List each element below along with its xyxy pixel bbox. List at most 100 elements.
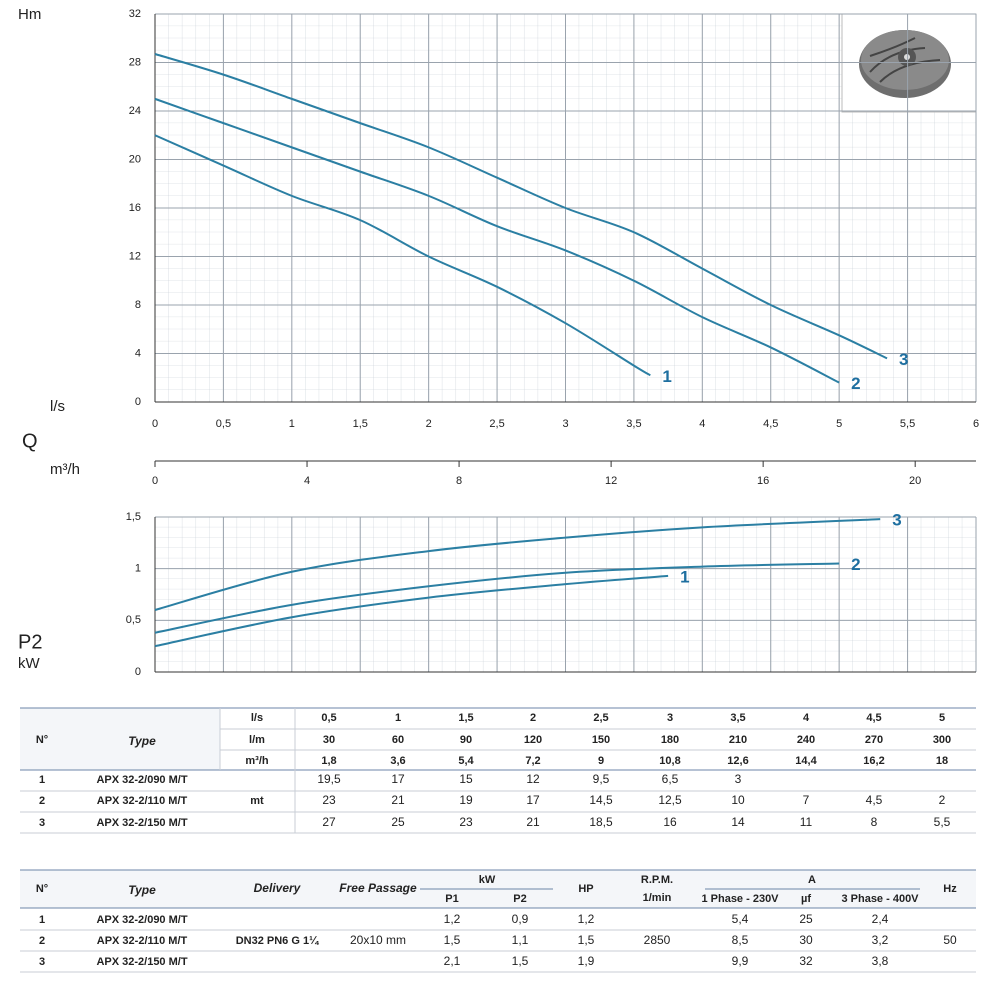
flow-header: 210 bbox=[729, 734, 747, 746]
cell: 21 bbox=[391, 793, 405, 807]
cell: 7 bbox=[803, 793, 810, 807]
header: Free Passage bbox=[339, 881, 417, 895]
cell: 16 bbox=[663, 815, 677, 829]
header: kW bbox=[479, 874, 496, 886]
flow-header: 1 bbox=[395, 712, 401, 724]
curve bbox=[154, 518, 881, 611]
curve bbox=[154, 53, 888, 360]
cell: 1,5 bbox=[578, 933, 595, 947]
flow-header: 30 bbox=[323, 734, 335, 746]
curve-label: 3 bbox=[892, 511, 901, 530]
flow-header: 7,2 bbox=[525, 755, 540, 767]
row-type: APX 32-2/110 M/T bbox=[97, 795, 188, 807]
x-axis-title: Q bbox=[22, 430, 38, 452]
cell: 11 bbox=[800, 815, 813, 829]
cell: 21 bbox=[526, 815, 540, 829]
y-tick-label: 24 bbox=[129, 105, 141, 117]
x-tick-label: 4 bbox=[699, 418, 705, 430]
cell: 9,5 bbox=[593, 772, 610, 786]
flow-header: 3 bbox=[667, 712, 673, 724]
cell: 27 bbox=[322, 815, 336, 829]
flow-header: 14,4 bbox=[795, 755, 817, 767]
x-tick-label: 5 bbox=[836, 418, 842, 430]
y-tick-label: 0 bbox=[135, 666, 141, 678]
cell: 5,4 bbox=[732, 912, 749, 926]
curve bbox=[154, 574, 669, 648]
unit-header: l/m bbox=[249, 734, 265, 746]
cell: 8 bbox=[871, 815, 878, 829]
unit-header: m³/h bbox=[245, 755, 269, 767]
header: Type bbox=[128, 883, 156, 897]
curve-label: 3 bbox=[899, 350, 908, 369]
x2-axis-label: m³/h bbox=[50, 461, 80, 478]
header: 3 Phase - 400V bbox=[841, 893, 919, 905]
cell: 1,5 bbox=[512, 954, 529, 968]
flow-header: 16,2 bbox=[863, 755, 884, 767]
x-tick-label: 0 bbox=[152, 418, 158, 430]
x-tick-label: 2 bbox=[426, 418, 432, 430]
header: P2 bbox=[513, 893, 526, 905]
y-tick-label: 28 bbox=[129, 56, 141, 68]
flow-header: 300 bbox=[933, 734, 951, 746]
flow-header: 9 bbox=[598, 755, 604, 767]
x-tick-label: 2,5 bbox=[489, 418, 504, 430]
row-number: 2 bbox=[39, 795, 45, 807]
curve bbox=[154, 562, 840, 634]
header: Delivery bbox=[254, 881, 302, 895]
cell: 4,5 bbox=[866, 793, 883, 807]
y-tick-label: 0,5 bbox=[126, 614, 141, 626]
y-tick-label: 1,5 bbox=[126, 511, 141, 523]
cell: 14,5 bbox=[589, 793, 613, 807]
cell: 1,2 bbox=[578, 912, 595, 926]
flow-header: 18 bbox=[936, 755, 948, 767]
cell: 9,9 bbox=[732, 954, 749, 968]
unit-header: l/s bbox=[251, 712, 263, 724]
flow-header: 60 bbox=[392, 734, 404, 746]
y-tick-label: 16 bbox=[129, 202, 141, 214]
cell: 12 bbox=[526, 772, 540, 786]
x-axis-label: l/s bbox=[50, 398, 65, 415]
curve bbox=[154, 97, 840, 384]
merged-cell: 20x10 mm bbox=[350, 933, 406, 947]
flow-header: 3,6 bbox=[390, 755, 405, 767]
curve-label: 1 bbox=[662, 367, 671, 386]
cell: 0,9 bbox=[512, 912, 529, 926]
y-tick-label: 8 bbox=[135, 299, 141, 311]
cell: 2 bbox=[39, 935, 45, 947]
cell: 1,1 bbox=[512, 933, 529, 947]
header-band bbox=[20, 708, 220, 770]
y-tick-label: 4 bbox=[135, 347, 141, 359]
y-tick-label: 1 bbox=[135, 563, 141, 575]
cell: APX 32-2/090 M/T bbox=[96, 914, 187, 926]
cell: 19,5 bbox=[317, 772, 341, 786]
flow-header: 240 bbox=[797, 734, 815, 746]
cell: APX 32-2/110 M/T bbox=[97, 935, 188, 947]
x-tick-label: 4,5 bbox=[763, 418, 778, 430]
cell: 25 bbox=[799, 912, 813, 926]
y-tick-label: 32 bbox=[129, 8, 141, 20]
flow-header: 120 bbox=[524, 734, 542, 746]
merged-cell: 2850 bbox=[644, 933, 671, 947]
header: R.P.M. bbox=[641, 874, 673, 886]
cell: 2,1 bbox=[444, 954, 461, 968]
merged-cell: DN32 PN6 G 1¼ bbox=[236, 935, 319, 947]
curve-label: 2 bbox=[851, 555, 860, 574]
row-number: 3 bbox=[39, 817, 45, 829]
header: N° bbox=[36, 883, 48, 895]
cell: 1 bbox=[39, 914, 45, 926]
x2-tick-label: 0 bbox=[152, 475, 158, 487]
flow-header: 180 bbox=[661, 734, 679, 746]
flow-header: 270 bbox=[865, 734, 883, 746]
flow-header: 1,8 bbox=[321, 755, 336, 767]
cell: 18,5 bbox=[589, 815, 613, 829]
flow-header: 4,5 bbox=[866, 712, 881, 724]
header: Type bbox=[128, 734, 156, 748]
header: A bbox=[808, 874, 816, 886]
cell: 5,5 bbox=[934, 815, 951, 829]
cell: 17 bbox=[391, 772, 405, 786]
cell: 6,5 bbox=[662, 772, 679, 786]
cell: 8,5 bbox=[732, 933, 749, 947]
row-type: APX 32-2/150 M/T bbox=[96, 817, 187, 829]
header: N° bbox=[36, 734, 48, 746]
